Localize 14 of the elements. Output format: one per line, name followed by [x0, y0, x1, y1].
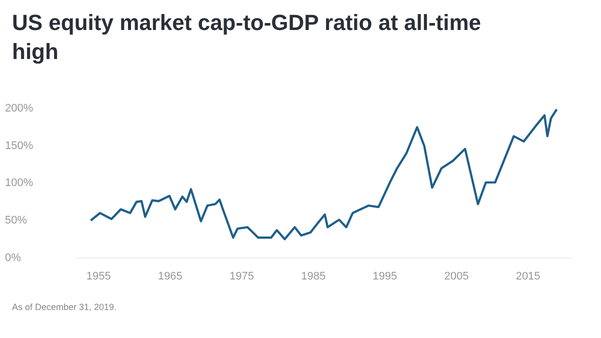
y-tick-label: 0%: [5, 252, 22, 264]
x-tick-label: 1975: [230, 270, 254, 282]
text: As of December 31, 2019.: [12, 302, 117, 312]
y-tick-label: 150%: [5, 140, 34, 152]
x-tick-label: 1965: [158, 270, 182, 282]
y-tick-label: 50%: [5, 214, 28, 227]
x-tick-label: 2005: [444, 270, 469, 282]
x-tick-label: 2015: [516, 270, 540, 282]
x-tick-label: 1955: [86, 270, 111, 282]
y-tick-label: 100%: [5, 177, 34, 190]
x-tick-label: 1995: [372, 270, 398, 282]
chart-title: US equity market cap-to-GDP ratio at all-time high: [12, 9, 482, 66]
x-tick-label: 1985: [301, 270, 326, 282]
y-tick-label: 200%: [5, 102, 34, 115]
